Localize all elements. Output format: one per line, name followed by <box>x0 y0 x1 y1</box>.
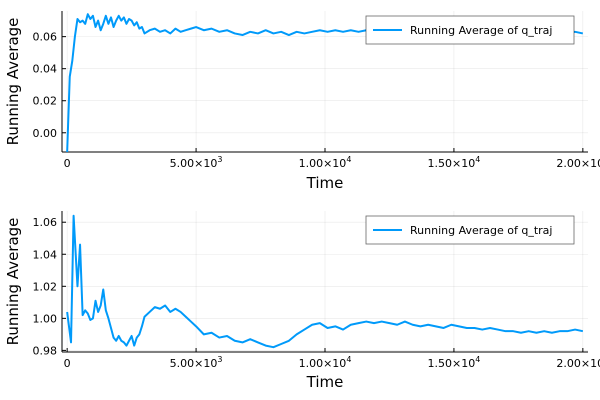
y-tick-label: 0.00 <box>33 127 58 140</box>
x-tick-mantissa: 0 <box>64 357 71 370</box>
x-axis-title: Time <box>306 373 344 391</box>
y-tick-label: 0.04 <box>33 63 58 76</box>
y-tick-label: 0.06 <box>33 31 58 44</box>
legend-label: Running Average of q_traj <box>410 224 552 237</box>
x-tick-label: 1.50×104 <box>428 155 481 170</box>
x-tick-mantissa: 1.00×10 <box>299 157 347 170</box>
legend: Running Average of q_traj <box>365 215 575 245</box>
x-tick-mantissa: 2.00×10 <box>556 157 600 170</box>
x-tick-exponent: 4 <box>475 155 480 164</box>
x-tick-label: 0 <box>64 157 71 170</box>
chart-panel-1: 0.000.020.040.060 5.00×103 1.00×104 1.50×10… <box>4 11 600 192</box>
x-tick-exponent: 3 <box>217 355 222 364</box>
x-tick-label: 5.00×103 <box>170 355 223 370</box>
x-tick-mantissa: 1.50×10 <box>428 157 476 170</box>
y-tick-label: 1.00 <box>33 312 58 325</box>
series-line-1 <box>66 214 584 349</box>
legend: Running Average of q_traj <box>365 15 575 45</box>
x-tick-label: 2.00×104 <box>556 155 600 170</box>
x-tick-mantissa: 5.00×10 <box>170 357 218 370</box>
x-tick-mantissa: 0 <box>64 157 71 170</box>
x-tick-label: 1.00×104 <box>299 355 352 370</box>
y-tick-label: 1.02 <box>33 280 58 293</box>
x-tick-label: 1.00×104 <box>299 155 352 170</box>
x-tick-label: 5.00×103 <box>170 155 223 170</box>
legend-label: Running Average of q_traj <box>410 24 552 37</box>
x-tick-label: 1.50×104 <box>428 355 481 370</box>
y-axis-title: Running Average <box>4 18 22 146</box>
y-tick-label: 0.02 <box>33 95 58 108</box>
y-axis-title: Running Average <box>4 218 22 346</box>
chart-panel-2: 0.981.001.021.041.060 5.00×103 1.00×104 1.5… <box>4 211 600 391</box>
x-axis-title: Time <box>306 174 344 192</box>
x-tick-exponent: 4 <box>346 155 351 164</box>
x-tick-exponent: 4 <box>475 355 480 364</box>
y-tick-label: 0.98 <box>33 344 58 357</box>
x-tick-label: 0 <box>64 357 71 370</box>
x-tick-mantissa: 1.50×10 <box>428 357 476 370</box>
x-tick-mantissa: 2.00×10 <box>556 357 600 370</box>
x-tick-mantissa: 5.00×10 <box>170 157 218 170</box>
y-tick-label: 1.04 <box>33 248 58 261</box>
y-tick-label: 1.06 <box>33 216 58 229</box>
x-tick-label: 2.00×104 <box>556 355 600 370</box>
x-tick-exponent: 4 <box>346 355 351 364</box>
x-tick-exponent: 3 <box>217 155 222 164</box>
x-tick-mantissa: 1.00×10 <box>299 357 347 370</box>
